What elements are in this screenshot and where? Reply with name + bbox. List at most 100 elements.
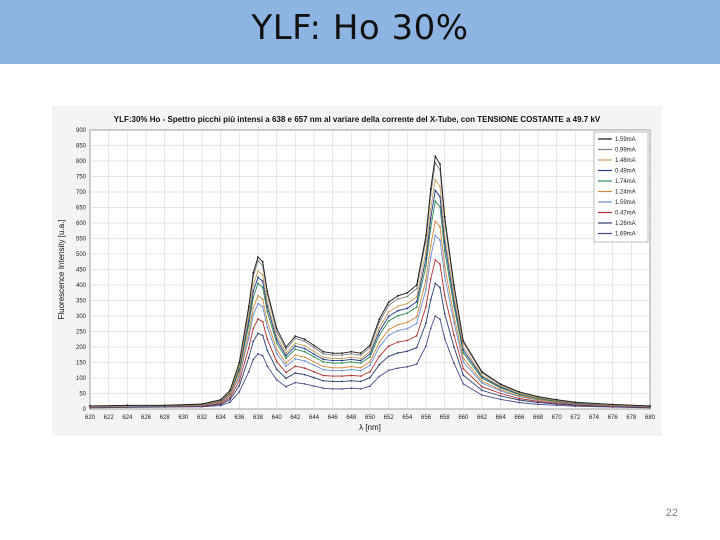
data-point xyxy=(257,318,259,320)
data-point xyxy=(229,394,231,396)
data-point xyxy=(313,356,315,358)
data-point xyxy=(294,372,297,374)
data-point xyxy=(303,347,306,350)
data-point xyxy=(397,352,399,354)
x-tick-label: 634 xyxy=(216,415,227,421)
data-point xyxy=(453,334,455,337)
data-point xyxy=(462,367,465,370)
data-point xyxy=(369,361,371,363)
data-point xyxy=(266,326,269,329)
data-point xyxy=(247,337,250,340)
data-point xyxy=(331,375,334,377)
data-point xyxy=(387,311,390,313)
legend-box xyxy=(593,131,649,243)
x-tick-label: 662 xyxy=(477,415,488,421)
data-point xyxy=(397,298,399,300)
data-point xyxy=(425,305,427,308)
data-point xyxy=(331,369,334,372)
data-point xyxy=(229,396,231,399)
data-point xyxy=(359,359,362,362)
data-point xyxy=(266,349,269,352)
data-point xyxy=(378,375,381,378)
data-point xyxy=(331,362,334,364)
data-point xyxy=(439,185,441,188)
data-point xyxy=(285,371,287,374)
data-point xyxy=(378,355,381,358)
data-point xyxy=(425,250,427,253)
data-point xyxy=(518,399,521,401)
legend-entry: 1.74mA xyxy=(615,179,636,185)
data-point xyxy=(406,339,409,342)
data-point xyxy=(425,279,427,281)
data-point xyxy=(252,307,255,309)
data-point xyxy=(537,400,539,403)
x-axis-label: λ [nm] xyxy=(359,423,381,432)
y-tick-label: 500 xyxy=(76,252,87,258)
data-point xyxy=(252,358,255,361)
data-point xyxy=(397,323,399,326)
data-point xyxy=(439,239,441,242)
data-point xyxy=(443,312,446,315)
data-point xyxy=(275,360,278,363)
x-tick-label: 654 xyxy=(402,415,413,421)
data-point xyxy=(261,320,264,323)
data-point xyxy=(378,330,381,333)
data-point xyxy=(257,256,259,258)
x-tick-label: 680 xyxy=(645,415,656,421)
data-point xyxy=(359,357,362,360)
data-point xyxy=(425,288,427,290)
data-point xyxy=(350,365,353,368)
y-tick-label: 650 xyxy=(76,206,87,212)
data-point xyxy=(378,363,381,366)
data-point xyxy=(406,365,409,368)
data-point xyxy=(443,250,446,252)
data-point xyxy=(406,295,409,298)
data-point xyxy=(397,367,399,369)
data-point xyxy=(350,368,353,371)
data-point xyxy=(406,312,409,315)
data-point xyxy=(350,356,353,359)
data-point xyxy=(303,344,306,347)
data-point xyxy=(369,356,371,358)
data-point xyxy=(453,362,455,364)
data-point xyxy=(397,329,399,332)
data-point xyxy=(303,360,306,362)
data-point xyxy=(257,294,259,297)
data-point xyxy=(303,350,306,353)
data-point xyxy=(415,295,418,298)
data-point xyxy=(341,369,343,372)
data-point xyxy=(285,385,287,388)
data-point xyxy=(313,370,315,373)
data-point xyxy=(429,277,432,280)
legend-entry: 1.24mA xyxy=(615,190,636,196)
legend-entry: 1.59mA xyxy=(615,137,636,143)
data-point xyxy=(415,334,418,337)
data-point xyxy=(537,395,539,398)
data-point xyxy=(294,357,297,360)
data-point xyxy=(303,340,306,343)
data-point xyxy=(439,286,441,289)
data-point xyxy=(462,361,465,363)
x-tick-label: 674 xyxy=(589,415,600,421)
data-point xyxy=(443,265,446,268)
data-point xyxy=(397,314,399,317)
data-point xyxy=(331,354,334,356)
data-point xyxy=(462,357,465,360)
data-point xyxy=(261,274,264,276)
data-point xyxy=(387,328,390,331)
data-point xyxy=(439,225,441,228)
data-point xyxy=(439,206,441,208)
data-point xyxy=(257,332,259,335)
data-point xyxy=(555,404,558,407)
data-point xyxy=(252,284,255,286)
y-tick-label: 300 xyxy=(76,314,87,320)
data-point xyxy=(303,356,306,359)
data-point xyxy=(266,301,269,303)
data-point xyxy=(275,348,278,351)
y-tick-label: 350 xyxy=(76,299,87,305)
data-point xyxy=(294,342,297,345)
data-point xyxy=(443,233,446,236)
y-tick-label: 450 xyxy=(76,268,87,274)
data-point xyxy=(406,321,409,324)
data-point xyxy=(126,404,129,407)
